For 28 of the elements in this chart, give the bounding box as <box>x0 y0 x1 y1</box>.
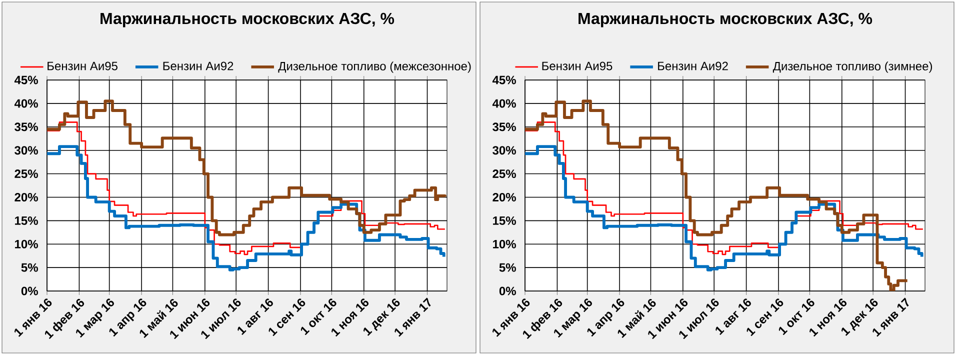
legend-label: Бензин Аи95 <box>542 62 612 70</box>
y-tick-label: 40% <box>492 99 516 108</box>
y-tick-label: 45% <box>14 76 38 84</box>
y-tick-label: 10% <box>493 240 516 248</box>
y-tick-label: 25% <box>14 170 38 178</box>
y-tick-label: 15% <box>493 216 516 225</box>
y-tick-label: 5% <box>21 263 38 272</box>
legend-label: Бензин Аи92 <box>163 62 234 70</box>
y-tick-label: 45% <box>492 76 516 84</box>
y-tick-label: 30% <box>14 146 38 155</box>
chart-title: Маржинальность московских АЗС, % <box>578 12 872 28</box>
y-tick-label: 30% <box>492 146 516 155</box>
y-tick-label: 35% <box>14 122 38 132</box>
legend-label: Бензин Аи95 <box>48 62 118 70</box>
y-tick-label: 10% <box>15 240 38 248</box>
y-tick-label: 35% <box>492 122 516 132</box>
chart-title: Маржинальность московских АЗС, % <box>100 12 394 28</box>
y-tick-label: 20% <box>492 192 516 202</box>
y-tick-label: 25% <box>492 170 516 178</box>
y-tick-label: 5% <box>499 263 516 272</box>
legend-label: Дизельное топливо (межсезонное) <box>278 62 471 73</box>
y-tick-label: 15% <box>15 216 38 225</box>
y-tick-label: 0% <box>499 286 516 296</box>
y-tick-label: 0% <box>21 286 38 296</box>
legend-label: Бензин Аи92 <box>658 62 728 70</box>
y-tick-label: 40% <box>14 99 38 108</box>
legend-label: Дизельное топливо (зимнее) <box>772 62 932 73</box>
y-tick-label: 20% <box>14 192 38 202</box>
